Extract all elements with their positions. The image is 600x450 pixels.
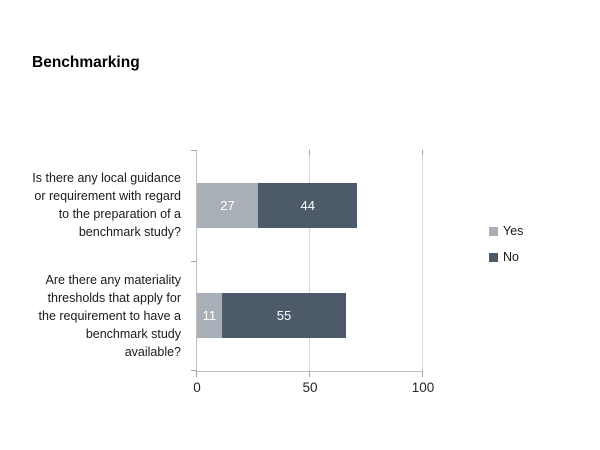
gridline [422, 150, 423, 371]
axis-tick [191, 370, 196, 371]
legend-label: Yes [503, 224, 524, 238]
x-tick-label: 0 [193, 380, 201, 395]
bar-value-label: 44 [300, 198, 315, 213]
axis-tick [191, 150, 196, 151]
plot-area: 0 50 100 27 44 11 55 [191, 150, 434, 395]
gridline [309, 150, 310, 371]
bar-segment-no: 55 [221, 293, 347, 338]
axis-tick [309, 150, 310, 155]
legend: Yes No [489, 224, 523, 264]
x-tick-label: 50 [302, 380, 318, 395]
legend-swatch-yes-icon [489, 226, 498, 236]
bar-segment-yes: 11 [197, 293, 222, 338]
bar-value-label: 55 [276, 308, 292, 323]
legend-item-no: No [489, 250, 523, 264]
axis-tick [196, 371, 197, 377]
axis-tick [309, 371, 310, 377]
legend-label: No [503, 250, 519, 264]
category-label: Are there any materiality thresholds tha… [38, 272, 181, 359]
bar-segment-no: 44 [258, 183, 358, 228]
axis-tick [422, 150, 423, 155]
bar-segment-yes: 27 [197, 183, 259, 228]
bar-value-label: 11 [202, 308, 217, 323]
legend-item-yes: Yes [489, 224, 523, 238]
chart-title: Benchmarking [32, 54, 140, 71]
x-tick-label: 100 [411, 380, 435, 395]
category-label: Is there any local guidance or requireme… [32, 171, 181, 239]
axis-tick [191, 261, 196, 262]
bar-value-label: 27 [220, 198, 235, 213]
legend-swatch-no-icon [489, 252, 498, 262]
axis-tick [422, 371, 423, 377]
